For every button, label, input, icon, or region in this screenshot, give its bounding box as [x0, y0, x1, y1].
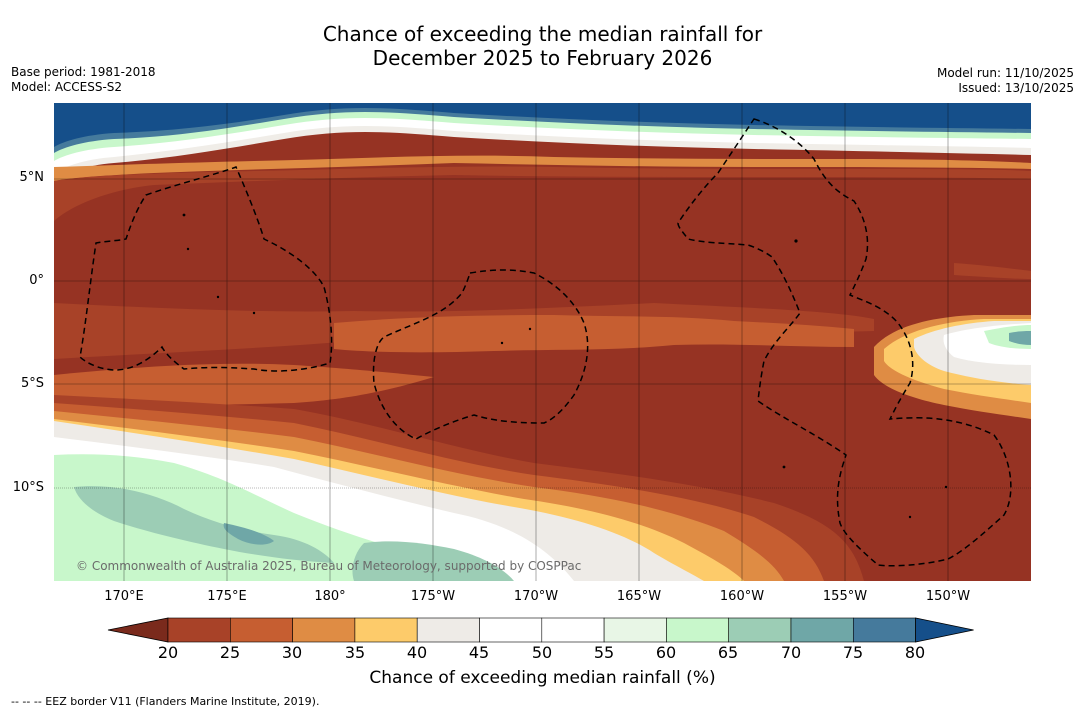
island: [528, 327, 532, 331]
cbar-tick-25: 25: [219, 643, 241, 662]
island: [782, 465, 786, 469]
eez-legend-footer: -- -- -- EEZ border V11 (Flanders Marine…: [11, 695, 320, 708]
island: [182, 213, 186, 217]
colorbar-segment: [852, 617, 916, 643]
colorbar-segment: [541, 617, 605, 643]
colorbar-segment: [603, 617, 667, 643]
lon-label-180: 180°: [314, 589, 346, 604]
lat-label-5s: 5°S: [20, 376, 44, 391]
band-north-brown: [54, 166, 1031, 221]
colorbar-segment: [728, 617, 792, 643]
model-name: Model: ACCESS-S2: [11, 80, 123, 94]
cbar-tick-80: 80: [904, 643, 926, 662]
lon-label-160w: 160°W: [719, 589, 765, 604]
eez-borders: [79, 118, 1012, 567]
lon-label-155w: 155°W: [822, 589, 868, 604]
title-line-1: Chance of exceeding the median rainfall …: [322, 22, 763, 46]
band-eq-orange-1: [334, 315, 854, 353]
band-ne-streak: [954, 263, 1031, 279]
map-canvas: [54, 103, 1031, 581]
colorbar: [107, 617, 974, 643]
islands: [182, 213, 948, 519]
lat-label-0: 0°: [29, 273, 44, 288]
colorbar-label: Chance of exceeding median rainfall (%): [369, 668, 716, 688]
island: [186, 247, 190, 251]
cbar-tick-55: 55: [593, 643, 615, 662]
cbar-tick-70: 70: [780, 643, 802, 662]
rainfall-map: [54, 103, 1031, 581]
copyright-credit: © Commonwealth of Australia 2025, Bureau…: [76, 559, 582, 573]
island: [216, 295, 220, 299]
lon-label-170e: 170°E: [104, 589, 144, 604]
meta-right: Model run: 11/10/2025 Issued: 13/10/2025: [937, 66, 1074, 96]
island: [500, 341, 504, 345]
band-north-orange: [54, 155, 1031, 181]
lon-label-175w: 175°W: [410, 589, 456, 604]
base-period: Base period: 1981-2018: [11, 65, 156, 79]
colorbar-segment: [292, 617, 356, 643]
lat-label-10s: 10°S: [12, 480, 44, 495]
colorbar-segment: [790, 617, 854, 643]
lon-label-175e: 175°E: [207, 589, 247, 604]
eez-line-islands: [677, 118, 1012, 567]
meta-left: Base period: 1981-2018 Model: ACCESS-S2: [11, 65, 156, 95]
island: [794, 239, 798, 243]
island: [944, 485, 948, 489]
colorbar-arrow-high: [915, 617, 974, 643]
colorbar-segment: [354, 617, 418, 643]
colorbar-arrow-low: [107, 617, 169, 643]
band-north-blue: [54, 103, 1031, 147]
model-run: Model run: 11/10/2025: [936, 66, 1074, 80]
band-south-seagreen: [74, 486, 334, 563]
graticule: [54, 103, 1031, 581]
band-south-teal: [223, 523, 274, 545]
map-title: Chance of exceeding the median rainfall …: [0, 22, 1085, 70]
lon-label-150w: 150°W: [925, 589, 971, 604]
colorbar-segment: [416, 617, 480, 643]
colorbar-segment: [230, 617, 293, 643]
lon-label-165w: 165°W: [616, 589, 662, 604]
title-line-2: December 2025 to February 2026: [372, 46, 713, 70]
cbar-tick-45: 45: [468, 643, 490, 662]
island: [908, 515, 912, 519]
island: [252, 311, 256, 315]
lat-label-5n: 5°N: [19, 170, 45, 185]
issued-date: Issued: 13/10/2025: [958, 81, 1074, 95]
cbar-tick-50: 50: [531, 643, 553, 662]
cbar-tick-20: 20: [157, 643, 179, 662]
eez-tuvalu-kiribati: [79, 166, 333, 372]
cbar-tick-40: 40: [406, 643, 428, 662]
colorbar-segment: [167, 617, 231, 643]
band-sw-orange: [54, 363, 434, 406]
cbar-tick-30: 30: [281, 643, 303, 662]
eez-phoenix: [372, 269, 589, 440]
lon-label-170w: 170°W: [513, 589, 559, 604]
colorbar-segment: [479, 617, 543, 643]
band-se-teal: [1009, 331, 1031, 345]
cbar-tick-75: 75: [842, 643, 864, 662]
cbar-tick-35: 35: [344, 643, 366, 662]
cbar-tick-60: 60: [655, 643, 677, 662]
colorbar-segment: [666, 617, 730, 643]
cbar-tick-65: 65: [717, 643, 739, 662]
